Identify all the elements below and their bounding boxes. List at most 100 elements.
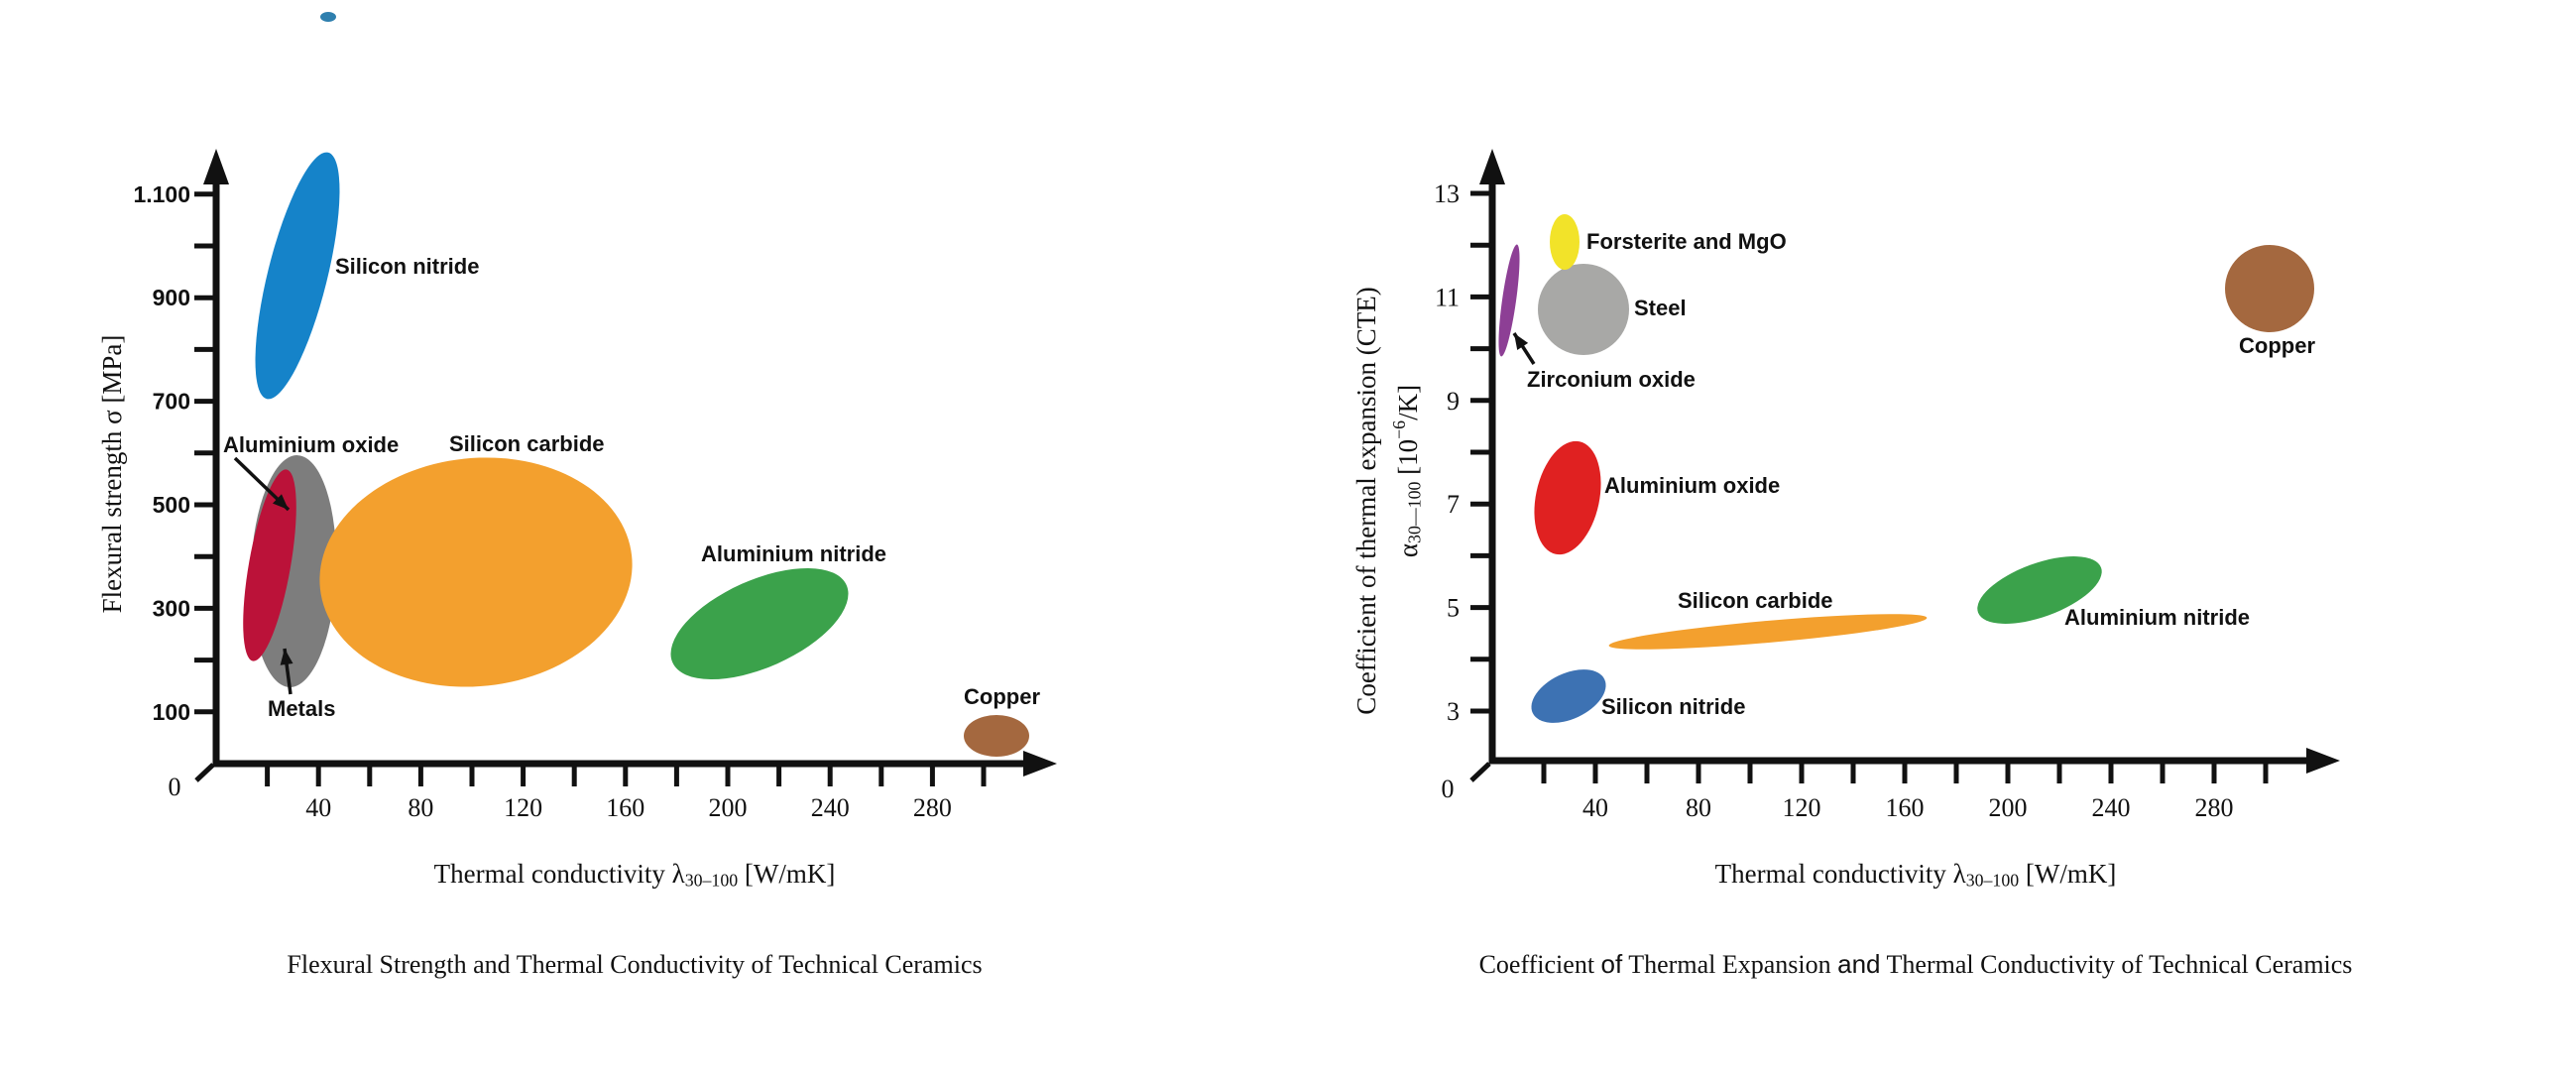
- right-chart-caption-part: Thermal Expansion: [1622, 950, 1837, 979]
- left-chart-label-aluminium-oxide: Aluminium oxide: [223, 432, 399, 457]
- left-chart-y-tick-label: 500: [153, 492, 190, 518]
- right-chart-ellipse-forsterite-and-mgo: [1550, 214, 1580, 270]
- right-chart-x-tick-label-part: 80: [1686, 793, 1711, 822]
- right-chart-ellipse-zirconium-oxide: [1498, 244, 1520, 357]
- right-chart-y-axis-title-line2: α30—100 [10−6/K]: [1389, 385, 1424, 557]
- left-chart-x-tick-label-part: 200: [709, 793, 748, 822]
- right-chart-label-zirconium-oxide: Zirconium oxide: [1527, 367, 1696, 392]
- left-chart-origin-label-part: 0: [169, 773, 181, 801]
- right-chart-y-axis-title-line2-part: [10: [1393, 439, 1423, 482]
- right-chart-label-silicon-carbide: Silicon carbide: [1678, 588, 1833, 613]
- right-chart-label-forsterite-and-mgo: Forsterite and MgO: [1586, 229, 1787, 254]
- left-chart-origin-label: 0: [169, 773, 181, 801]
- right-chart-caption-part: Coefficient: [1479, 950, 1601, 979]
- left-chart-ellipse-copper: [964, 715, 1029, 757]
- right-chart-x-tick-label: 80: [1686, 793, 1711, 822]
- left-chart-y-axis-title-line1-part: Flexural strength σ [MPa]: [97, 335, 127, 614]
- left-chart-y-tick-label: 100: [153, 699, 190, 725]
- right-chart-y-tick-label: 13: [1434, 180, 1460, 208]
- right-chart-label-copper-part: Copper: [2239, 333, 2315, 358]
- left-chart-label-aluminium-nitride-part: Aluminium nitride: [701, 541, 886, 566]
- left-chart-y-tick-label: 1.100: [133, 181, 190, 207]
- right-chart-x-tick-label: 280: [2195, 793, 2234, 822]
- left-chart-y-tick-label: 300: [153, 595, 190, 621]
- top-edge-artifact-dot: [320, 12, 336, 22]
- right-chart-x-tick-label-part: 280: [2195, 793, 2234, 822]
- left-chart-label-aluminium-oxide-part: Aluminium oxide: [223, 432, 399, 457]
- left-chart-y-tick-label-part: 700: [153, 389, 190, 415]
- left-chart-label-aluminium-nitride: Aluminium nitride: [701, 541, 886, 566]
- right-chart-x-tick-label: 240: [2092, 793, 2131, 822]
- left-chart: 40 80 120 160 200 240 280 100 300 500 700 900 1.100 0…: [97, 149, 1057, 979]
- right-chart-y-axis-title-line2-part: −6: [1389, 420, 1409, 439]
- left-chart-x-axis-title: Thermal conductivity λ30–100 [W/mK]: [434, 859, 836, 890]
- right-chart-label-copper: Copper: [2239, 333, 2315, 358]
- left-chart-arrowhead-aluminium-oxide-icon: [272, 494, 289, 510]
- right-chart-label-silicon-nitride-part: Silicon nitride: [1601, 694, 1745, 719]
- left-chart-x-tick-label-part: 120: [504, 793, 542, 822]
- right-chart-label-aluminium-nitride: Aluminium nitride: [2064, 605, 2250, 630]
- right-chart-y-axis-title-line1-part: Coefficient of thermal expansion (CTE): [1351, 287, 1381, 714]
- right-chart-x-tick-label-part: 160: [1886, 793, 1925, 822]
- left-chart-ellipse-aluminium-oxide: [243, 469, 296, 661]
- left-chart-ellipse-aluminium-nitride: [670, 567, 849, 680]
- left-chart-x-axis-title-part: [W/mK]: [738, 859, 835, 889]
- left-chart-y-tick-label-part: 300: [153, 595, 190, 621]
- right-chart: 40 80 120 160 200 240 280 3 5 7 9 11 13 0 Zirconium ox…: [1351, 149, 2352, 979]
- right-chart-label-aluminium-oxide-part: Aluminium oxide: [1604, 473, 1780, 498]
- left-chart-y-tick-label-part: 1.100: [133, 181, 190, 207]
- right-chart-x-tick-label-part: 120: [1783, 793, 1821, 822]
- right-chart-y-tick-label-part: 7: [1447, 490, 1460, 519]
- right-chart-x-tick-label: 40: [1582, 793, 1608, 822]
- left-chart-label-silicon-nitride: Silicon nitride: [335, 254, 479, 279]
- left-chart-x-tick-label: 280: [913, 793, 952, 822]
- left-chart-x-tick-label: 80: [408, 793, 433, 822]
- left-chart-y-tick-label-part: 100: [153, 699, 190, 725]
- right-chart-x-tick-label-part: 40: [1582, 793, 1608, 822]
- left-chart-y-tick-label: 700: [153, 389, 190, 415]
- right-chart-origin-label: 0: [1442, 775, 1455, 803]
- right-chart-y-tick-label: 3: [1447, 697, 1460, 726]
- left-chart-x-tick-label-part: 80: [408, 793, 433, 822]
- right-chart-y-tick-label: 7: [1447, 490, 1460, 519]
- right-chart-label-zirconium-oxide-part: Zirconium oxide: [1527, 367, 1696, 392]
- left-chart-x-tick-label: 120: [504, 793, 542, 822]
- right-chart-y-tick-label-part: 5: [1447, 593, 1460, 622]
- right-chart-ellipse-copper: [2225, 245, 2314, 332]
- right-chart-x-axis-arrow-icon: [2306, 748, 2340, 774]
- right-chart-y-tick-label-part: 13: [1434, 180, 1460, 208]
- left-chart-label-copper-part: Copper: [964, 684, 1040, 709]
- left-chart-caption: Flexural Strength and Thermal Conductivi…: [287, 950, 982, 979]
- right-chart-y-tick-label: 5: [1447, 593, 1460, 622]
- left-chart-label-copper: Copper: [964, 684, 1040, 709]
- right-chart-x-tick-label: 120: [1783, 793, 1821, 822]
- right-chart-ellipse-silicon-nitride: [1531, 669, 1606, 723]
- left-chart-caption-part: Flexural Strength and Thermal Conductivi…: [287, 950, 982, 979]
- left-chart-x-tick-label-part: 280: [913, 793, 952, 822]
- right-chart-y-axis-title-line2-part: 30—100: [1404, 482, 1424, 543]
- right-chart-label-steel-part: Steel: [1634, 296, 1687, 320]
- right-chart-ellipse-aluminium-oxide: [1534, 440, 1601, 555]
- left-chart-x-tick-label-part: 240: [811, 793, 850, 822]
- right-chart-origin-stub: [1469, 762, 1491, 782]
- right-chart-y-tick-label: 11: [1435, 283, 1460, 311]
- right-chart-y-axis-title-line2-part: α: [1393, 543, 1423, 557]
- left-chart-y-tick-label: 900: [153, 285, 190, 310]
- left-chart-x-axis-title-part: Thermal conductivity λ: [434, 859, 685, 889]
- right-chart-caption: Coefficient of Thermal Expansion and The…: [1479, 949, 2353, 979]
- right-chart-ellipse-aluminium-nitride: [1977, 556, 2102, 624]
- right-chart-label-steel: Steel: [1634, 296, 1687, 320]
- right-chart-y-axis-title-line2-part: /K]: [1393, 385, 1423, 420]
- right-chart-y-tick-label: 9: [1447, 386, 1460, 415]
- left-chart-label-metals: Metals: [268, 696, 335, 721]
- right-chart-ellipse-silicon-carbide: [1608, 614, 1928, 650]
- left-chart-label-silicon-carbide-part: Silicon carbide: [449, 431, 605, 456]
- left-chart-y-axis-title-line1: Flexural strength σ [MPa]: [97, 335, 127, 614]
- left-chart-label-silicon-nitride-part: Silicon nitride: [335, 254, 479, 279]
- right-chart-label-aluminium-oxide: Aluminium oxide: [1604, 473, 1780, 498]
- left-chart-x-tick-label: 40: [305, 793, 331, 822]
- left-chart-x-tick-label-part: 160: [606, 793, 644, 822]
- right-chart-x-axis-title-part: 30–100: [1966, 870, 2020, 890]
